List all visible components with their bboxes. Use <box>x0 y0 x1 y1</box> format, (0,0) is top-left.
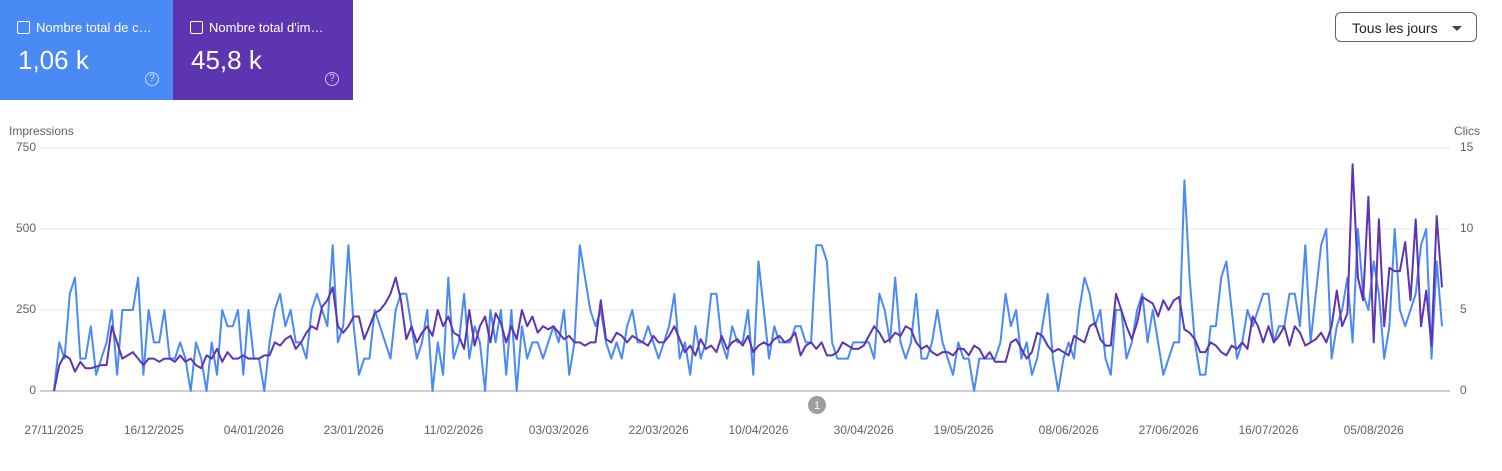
dropdown-label: Tous les jours <box>1352 20 1438 36</box>
x-tick-label: 11/02/2026 <box>424 423 483 437</box>
tile-label: Nombre total d'im… <box>209 20 324 35</box>
x-tick-label: 05/08/2026 <box>1344 423 1404 437</box>
series-line <box>53 163 1443 392</box>
x-tick-label: 16/12/2025 <box>124 423 184 437</box>
help-icon[interactable]: ? <box>145 72 159 86</box>
y-axis-title: Impressions <box>9 124 74 138</box>
y-tick-label: 250 <box>16 302 36 316</box>
y2-tick-label: 0 <box>1460 383 1467 397</box>
x-tick-label: 27/06/2026 <box>1139 423 1199 437</box>
x-tick-label: 30/04/2026 <box>834 423 894 437</box>
x-tick-label: 22/03/2026 <box>629 423 689 437</box>
annotation-label: 1 <box>814 400 820 412</box>
checkbox[interactable] <box>17 21 30 34</box>
x-tick-label: 27/11/2025 <box>24 423 83 437</box>
checkbox[interactable] <box>190 21 203 34</box>
x-tick-label: 10/04/2026 <box>728 423 788 437</box>
y2-tick-label: 15 <box>1460 140 1474 154</box>
y-tick-label: 500 <box>16 221 36 235</box>
x-tick-label: 04/01/2026 <box>224 423 284 437</box>
help-icon[interactable]: ? <box>325 72 339 86</box>
x-tick-label: 16/07/2026 <box>1238 423 1298 437</box>
y-tick-label: 750 <box>16 140 36 154</box>
y2-tick-label: 5 <box>1460 302 1467 316</box>
y-tick-label: 0 <box>29 383 36 397</box>
y2-axis-title: Clics <box>1454 124 1480 138</box>
x-tick-label: 19/05/2026 <box>934 423 994 437</box>
tile-label: Nombre total de c… <box>36 20 152 35</box>
series-line <box>53 179 1443 392</box>
x-tick-label: 03/03/2026 <box>529 423 589 437</box>
x-tick-label: 23/01/2026 <box>324 423 384 437</box>
clicks-tile[interactable]: Nombre total de c… 1,06 k? <box>0 0 173 100</box>
tile-value: 1,06 k <box>18 45 89 75</box>
annotation-marker <box>808 396 826 414</box>
impressions-tile[interactable]: Nombre total d'im… 45,8 k? <box>173 0 353 100</box>
date-dropdown[interactable]: Tous les jours <box>1335 12 1477 42</box>
y2-tick-label: 10 <box>1460 221 1474 235</box>
tile-value: 45,8 k <box>191 45 262 75</box>
x-tick-label: 08/06/2026 <box>1039 423 1099 437</box>
